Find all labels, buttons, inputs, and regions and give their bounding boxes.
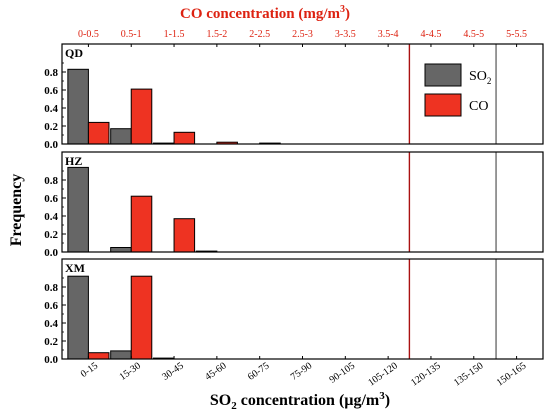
panel-qd: 0.0 0.2 0.4 0.6 0.8 QD xyxy=(44,43,544,151)
panel-label-hz: HZ xyxy=(65,154,82,168)
y-tick-label: 0.4 xyxy=(44,318,58,330)
panel-hz: 0.0 0.2 0.4 0.6 0.8 HZ xyxy=(44,151,544,259)
y-tick-label: 0.2 xyxy=(44,121,58,133)
y-tick-label: 0.8 xyxy=(44,282,58,294)
panels: 0.0 0.2 0.4 0.6 0.8 QD 0.0 0.2 0.4 0.6 0.8 HZ 0.0 0.2… xyxy=(44,43,544,366)
bar-co-xm-0 xyxy=(87,352,110,360)
bar-so2-xm-0 xyxy=(67,275,89,360)
legend-label: SO2 xyxy=(469,69,491,86)
top-tick-label: 1.5-2 xyxy=(206,29,227,40)
bar-co-qd-1 xyxy=(130,88,153,145)
bottom-tick-label: 75-90 xyxy=(289,360,314,382)
bar-co-hz-1 xyxy=(130,195,153,253)
bar-co-qd-0 xyxy=(87,121,110,145)
bar-so2-hz-1 xyxy=(110,247,132,253)
y-tick-label: 0.8 xyxy=(44,67,58,79)
panel-label-qd: QD xyxy=(65,46,83,60)
bar-so2-qd-1 xyxy=(110,128,132,145)
panel-label-xm: XM xyxy=(65,261,85,275)
top-tick-label: 0.5-1 xyxy=(121,29,142,40)
bottom-tick-label: 30-45 xyxy=(160,360,185,382)
bottom-tick-label: 15-30 xyxy=(118,360,143,382)
top-tick-label: 2-2.5 xyxy=(249,29,270,40)
top-tick-label: 4.5-5 xyxy=(463,29,484,40)
bottom-tick-label: 120-135 xyxy=(409,360,443,388)
bar-co-hz-2 xyxy=(173,218,196,253)
top-tick-label: 4-4.5 xyxy=(421,29,442,40)
legend-swatch xyxy=(424,63,462,87)
panel-xm: 0.0 0.2 0.4 0.6 0.8 XM xyxy=(44,258,544,366)
bottom-tick-label: 0-15 xyxy=(79,360,100,380)
bottom-tick-label: 135-150 xyxy=(452,360,486,388)
top-tick-label: 5-5.5 xyxy=(506,29,527,40)
top-tick-labels: 0-0.5 0.5-1 1-1.5 1.5-2 2-2.5 2.5-3 3-3.5 3.5-4… xyxy=(78,29,527,47)
top-tick-label: 3-3.5 xyxy=(335,29,356,40)
bar-so2-xm-1 xyxy=(110,350,132,360)
bottom-axis-title: SO2 concentration (µg/m3) xyxy=(210,390,390,412)
top-tick-label: 2.5-3 xyxy=(292,29,313,40)
y-tick-label: 0.4 xyxy=(44,103,58,115)
legend: SO2 CO xyxy=(424,63,491,117)
y-tick-label: 0.4 xyxy=(44,211,58,223)
y-tick-label: 0.6 xyxy=(44,85,58,97)
top-axis-title: CO concentration (mg/m3) xyxy=(180,4,350,22)
bottom-tick-label: 150-165 xyxy=(495,360,529,388)
legend-swatch xyxy=(424,93,462,117)
bar-so2-qd-0 xyxy=(67,68,89,145)
bottom-tick-label: 90-105 xyxy=(328,360,358,385)
panel-frame-hz xyxy=(61,151,544,253)
y-tick-label: 0.6 xyxy=(44,300,58,312)
y-tick-label: 0.0 xyxy=(44,247,58,259)
bar-so2-hz-0 xyxy=(67,166,89,253)
bottom-tick-labels: 0-15 15-30 30-45 45-60 60-75 75-90 90-105 105-1… xyxy=(79,356,529,389)
top-tick-label: 3.5-4 xyxy=(378,29,399,40)
y-tick-label: 0.6 xyxy=(44,193,58,205)
y-tick-label: 0.8 xyxy=(44,175,58,187)
y-axis-label: Frequency xyxy=(8,174,25,247)
y-tick-label: 0.2 xyxy=(44,336,58,348)
top-tick-label: 1-1.5 xyxy=(164,29,185,40)
bottom-tick-label: 60-75 xyxy=(246,360,271,382)
bar-co-qd-2 xyxy=(173,131,196,145)
bottom-tick-label: 105-120 xyxy=(366,360,400,388)
bar-co-xm-1 xyxy=(130,275,153,360)
top-tick-label: 0-0.5 xyxy=(78,29,99,40)
bottom-tick-label: 45-60 xyxy=(203,360,228,382)
legend-label: CO xyxy=(469,99,488,114)
y-tick-label: 0.0 xyxy=(44,139,58,151)
y-tick-label: 0.0 xyxy=(44,354,58,366)
y-tick-label: 0.2 xyxy=(44,229,58,241)
